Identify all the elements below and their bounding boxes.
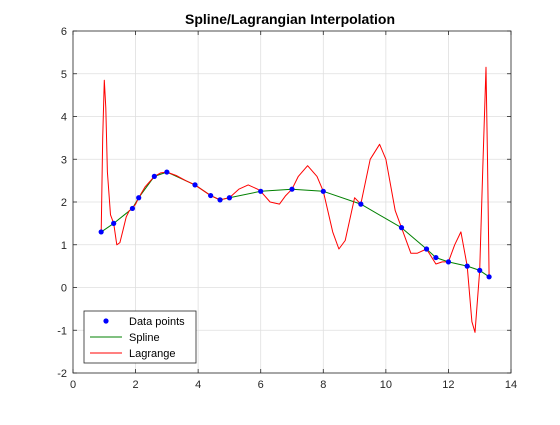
x-tick-label: 0 — [70, 379, 76, 391]
y-tick-label: 6 — [61, 26, 67, 38]
data-point — [136, 195, 142, 201]
x-tick-label: 14 — [505, 379, 517, 391]
x-tick-label: 8 — [320, 379, 326, 391]
legend-label: Lagrange — [129, 348, 176, 360]
data-point-markers — [98, 169, 492, 280]
data-point — [358, 201, 364, 207]
data-point — [464, 263, 470, 269]
data-point — [208, 192, 214, 199]
data-point — [320, 188, 326, 194]
data-point — [217, 197, 223, 203]
y-tick-label: 4 — [61, 112, 67, 124]
data-point — [398, 225, 405, 231]
data-point — [486, 274, 492, 280]
data-point — [423, 246, 430, 252]
legend: Data points Spline Lagrange — [83, 310, 197, 364]
x-tick-label: 12 — [442, 379, 454, 391]
data-point — [226, 195, 233, 201]
y-tick-label: 2 — [61, 197, 67, 209]
legend-swatch-markers — [103, 318, 109, 324]
y-tick-label: -1 — [57, 325, 67, 337]
y-tick-label: 1 — [61, 240, 67, 252]
y-tick-label: 5 — [61, 69, 67, 81]
x-tick-label: 10 — [380, 379, 392, 391]
lagrange-line — [100, 66, 490, 333]
data-point — [111, 220, 117, 226]
data-point — [445, 259, 452, 265]
data-point — [151, 173, 157, 179]
ticks — [72, 30, 512, 374]
spline-line — [100, 171, 490, 278]
legend-label: Data points — [129, 316, 185, 328]
data-point — [289, 186, 295, 192]
legend-label: Spline — [129, 332, 160, 344]
data-point — [129, 205, 136, 212]
y-tick-label: -2 — [57, 368, 67, 380]
data-point — [477, 267, 483, 273]
x-tick-label: 4 — [195, 379, 201, 391]
data-point — [164, 169, 170, 175]
series-lines — [100, 66, 490, 333]
data-point — [433, 254, 439, 261]
x-tick-label: 2 — [133, 379, 139, 391]
y-tick-label: 0 — [61, 283, 67, 295]
data-point — [258, 188, 264, 194]
data-point — [98, 229, 104, 235]
x-tick-label: 6 — [258, 379, 264, 391]
y-tick-label: 3 — [61, 154, 67, 166]
data-point — [192, 182, 198, 188]
chart-title: Spline/Lagrangian Interpolation — [185, 11, 395, 27]
